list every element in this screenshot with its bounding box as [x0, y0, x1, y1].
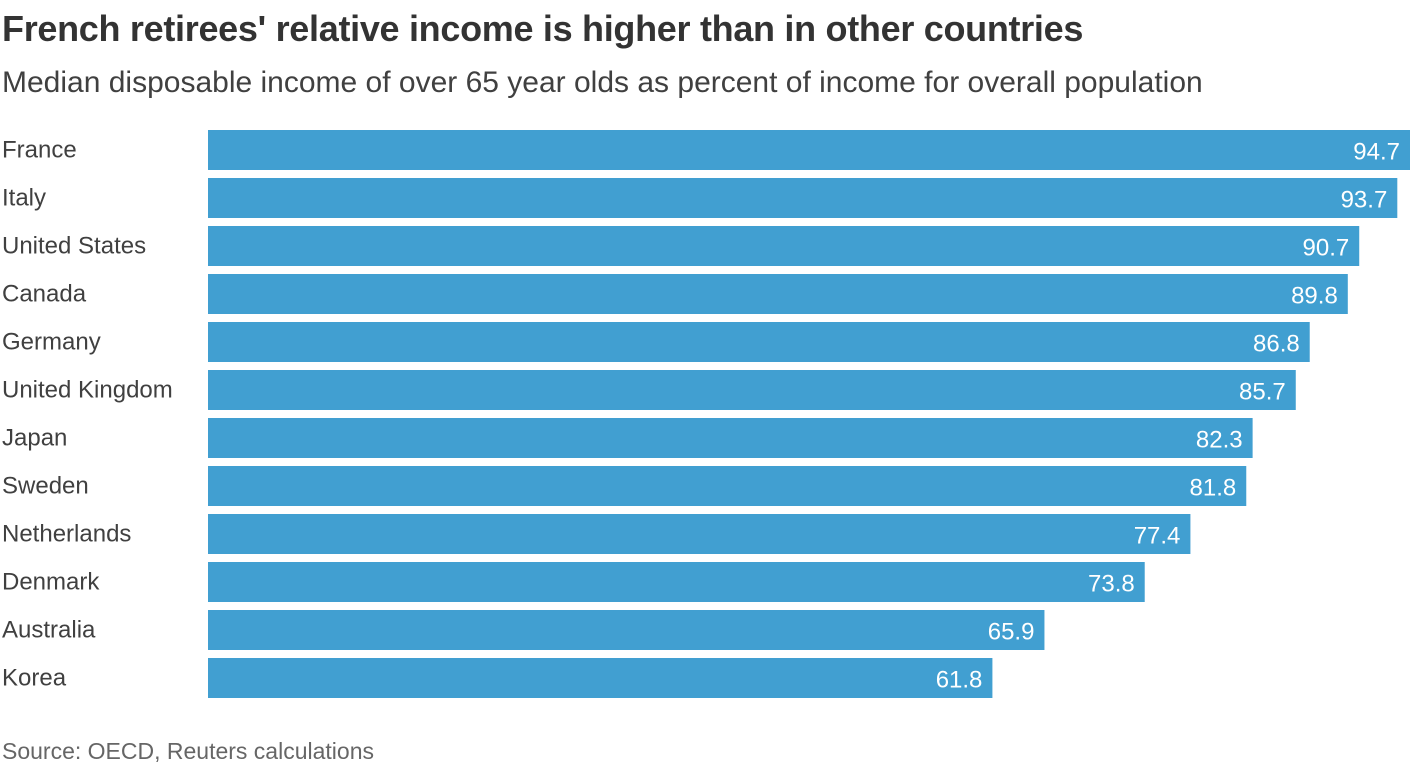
value-label: 81.8 [1190, 475, 1237, 502]
bar [208, 274, 1348, 314]
bars-group: France 94.7 Italy 93.7 United States 90.7 Cana… [2, 130, 1410, 698]
bar [208, 562, 1145, 602]
category-label: United Kingdom [2, 377, 173, 404]
value-label: 86.8 [1253, 331, 1300, 358]
category-label: Korea [2, 665, 67, 692]
category-label: Japan [2, 425, 67, 452]
chart-subtitle: Median disposable income of over 65 year… [2, 66, 1203, 99]
bar [208, 610, 1045, 650]
value-label: 93.7 [1341, 187, 1388, 214]
bar [208, 514, 1191, 554]
bar [208, 322, 1310, 362]
value-label: 94.7 [1353, 139, 1400, 166]
bar [208, 658, 993, 698]
category-label: France [2, 137, 77, 164]
bar [208, 418, 1253, 458]
value-label: 65.9 [988, 619, 1035, 646]
bar [208, 226, 1360, 266]
category-label: Netherlands [2, 521, 131, 548]
value-label: 73.8 [1088, 571, 1135, 598]
chart-title: French retirees' relative income is high… [2, 8, 1084, 49]
bar [208, 130, 1410, 170]
value-label: 90.7 [1303, 235, 1350, 262]
category-label: Denmark [2, 569, 100, 596]
value-label: 77.4 [1134, 523, 1181, 550]
value-label: 89.8 [1291, 283, 1338, 310]
category-label: Canada [2, 281, 87, 308]
bar [208, 370, 1296, 410]
category-label: Sweden [2, 473, 89, 500]
bar [208, 178, 1398, 218]
category-label: Italy [2, 185, 46, 212]
category-label: Australia [2, 617, 96, 644]
value-label: 61.8 [936, 667, 983, 694]
value-label: 85.7 [1239, 379, 1286, 406]
bar-chart: France 94.7 Italy 93.7 United States 90.7 Cana… [2, 130, 1410, 698]
source-note: Source: OECD, Reuters calculations [2, 738, 374, 764]
category-label: Germany [2, 329, 101, 356]
category-label: United States [2, 233, 146, 260]
value-label: 82.3 [1196, 427, 1243, 454]
bar [208, 466, 1247, 506]
